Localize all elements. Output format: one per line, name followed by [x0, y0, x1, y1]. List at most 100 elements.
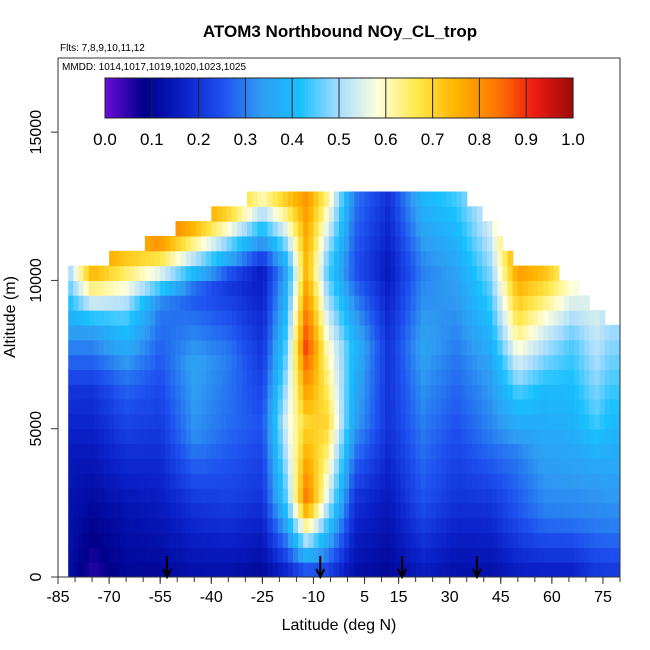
heatmap-cell	[492, 547, 498, 563]
heatmap-cell	[231, 206, 238, 222]
heatmap-cell	[369, 488, 376, 504]
heatmap-cell	[349, 413, 355, 430]
heatmap-cell	[226, 562, 233, 577]
colorbar-segment	[510, 78, 515, 118]
heatmap-cell	[431, 488, 437, 504]
heatmap-cell	[522, 517, 529, 534]
heatmap-cell	[390, 488, 396, 504]
heatmap-cell	[584, 488, 590, 504]
heatmap-cell	[201, 532, 207, 548]
heatmap-cell	[420, 265, 427, 281]
heatmap-cell	[354, 265, 360, 281]
heatmap-cell	[512, 399, 519, 415]
heatmap-cell	[558, 295, 565, 311]
heatmap-cell	[119, 339, 125, 356]
heatmap-cell	[109, 265, 115, 281]
heatmap-cell	[604, 517, 611, 534]
heatmap-cell	[252, 265, 258, 281]
heatmap-cell	[349, 488, 355, 504]
heatmap-cell	[129, 280, 136, 296]
heatmap-cell	[303, 310, 309, 326]
heatmap-cell	[538, 324, 544, 341]
heatmap-cell	[318, 532, 325, 548]
plot-frame	[57, 57, 621, 578]
heatmap-cell	[400, 324, 406, 341]
heatmap-cell	[247, 413, 253, 430]
heatmap-cell	[185, 280, 192, 296]
heatmap-cell	[574, 547, 580, 563]
heatmap-cell	[502, 384, 509, 400]
heatmap-cell	[221, 295, 228, 311]
heatmap-cell	[195, 399, 202, 415]
heatmap-cell	[574, 443, 580, 459]
heatmap-cell	[155, 458, 161, 474]
heatmap-cell	[456, 339, 463, 356]
heatmap-cell	[512, 428, 519, 445]
heatmap-cell	[252, 310, 258, 326]
heatmap-cell	[441, 399, 447, 415]
heatmap-cell	[134, 369, 141, 385]
colorbar-segment	[270, 78, 275, 118]
heatmap-cell	[195, 265, 202, 281]
heatmap-cell	[83, 473, 90, 489]
heatmap-cell	[579, 324, 585, 341]
heatmap-cell	[98, 562, 105, 577]
heatmap-cell	[533, 488, 539, 504]
heatmap-cell	[390, 384, 396, 400]
heatmap-cell	[436, 428, 442, 445]
heatmap-cell	[420, 532, 427, 548]
heatmap-cell	[466, 443, 473, 459]
heatmap-cell	[313, 221, 320, 237]
colorbar-segment	[417, 78, 421, 118]
heatmap-cell	[548, 295, 555, 311]
heatmap-cell	[267, 458, 274, 474]
heatmap-cell	[272, 458, 279, 474]
heatmap-cell	[604, 428, 611, 445]
colorbar-segment	[563, 78, 568, 118]
heatmap-cell	[379, 532, 386, 548]
heatmap-cell	[247, 250, 253, 267]
flights-annotation: Flts: 7,8,9,10,11,12	[60, 43, 145, 54]
heatmap-cell	[431, 221, 437, 237]
heatmap-cell	[410, 206, 417, 222]
heatmap-cell	[390, 235, 396, 252]
heatmap-cell	[68, 547, 74, 563]
heatmap-cell	[303, 265, 309, 281]
heatmap-cell	[287, 517, 294, 534]
heatmap-cell	[318, 310, 325, 326]
heatmap-cell	[252, 369, 258, 385]
heatmap-cell	[431, 280, 437, 296]
heatmap-cell	[374, 562, 381, 577]
heatmap-cell	[339, 191, 345, 207]
heatmap-cell	[528, 384, 534, 400]
heatmap-cell	[420, 384, 427, 400]
heatmap-cell	[548, 280, 555, 296]
heatmap-cell	[262, 399, 269, 415]
heatmap-cell	[482, 413, 488, 430]
colorbar-segment	[226, 78, 231, 118]
heatmap-cell	[369, 428, 376, 445]
colorbar-segment	[532, 78, 537, 118]
heatmap-cell	[78, 443, 85, 459]
heatmap-cell	[241, 428, 248, 445]
heatmap-cell	[492, 502, 498, 519]
heatmap-cell	[231, 532, 238, 548]
heatmap-cell	[129, 413, 136, 430]
heatmap-cell	[262, 458, 269, 474]
heatmap-cell	[262, 324, 269, 341]
heatmap-cell	[252, 473, 258, 489]
heatmap-cell	[420, 339, 427, 356]
heatmap-cell	[93, 280, 100, 296]
heatmap-cell	[308, 473, 314, 489]
heatmap-cell	[190, 221, 197, 237]
heatmap-cell	[599, 547, 606, 563]
heatmap-cell	[354, 310, 360, 326]
heatmap-cell	[395, 532, 401, 548]
heatmap-cell	[466, 206, 473, 222]
heatmap-cell	[374, 443, 381, 459]
heatmap-cell	[497, 443, 504, 459]
heatmap-cell	[425, 399, 432, 415]
heatmap-cell	[155, 295, 161, 311]
heatmap-cell	[83, 310, 90, 326]
heatmap-cell	[175, 295, 182, 311]
